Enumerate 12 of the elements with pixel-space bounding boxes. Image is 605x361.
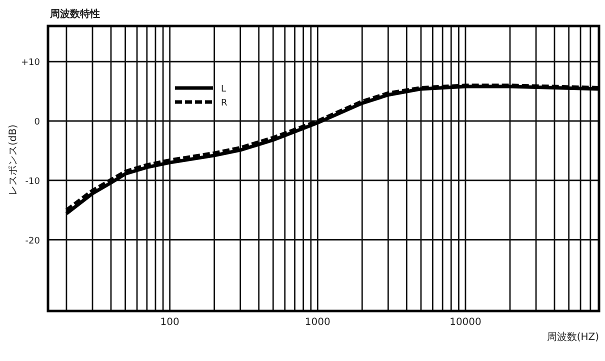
chart-title: 周波数特性 xyxy=(49,8,100,20)
x-tick-label: 100 xyxy=(160,317,180,328)
x-axis-title: 周波数(HZ) xyxy=(546,331,600,343)
x-tick-label: 10000 xyxy=(450,317,482,328)
legend-label: R xyxy=(221,98,228,108)
y-tick-label: 0 xyxy=(34,118,40,128)
y-tick-label: +10 xyxy=(21,58,40,68)
y-tick-label: -10 xyxy=(25,176,40,187)
y-axis-title: レスポンス(dB) xyxy=(8,124,19,196)
legend-label: L xyxy=(221,84,226,94)
y-tick-label: -20 xyxy=(25,236,40,246)
x-tick-label: 1000 xyxy=(304,317,330,328)
